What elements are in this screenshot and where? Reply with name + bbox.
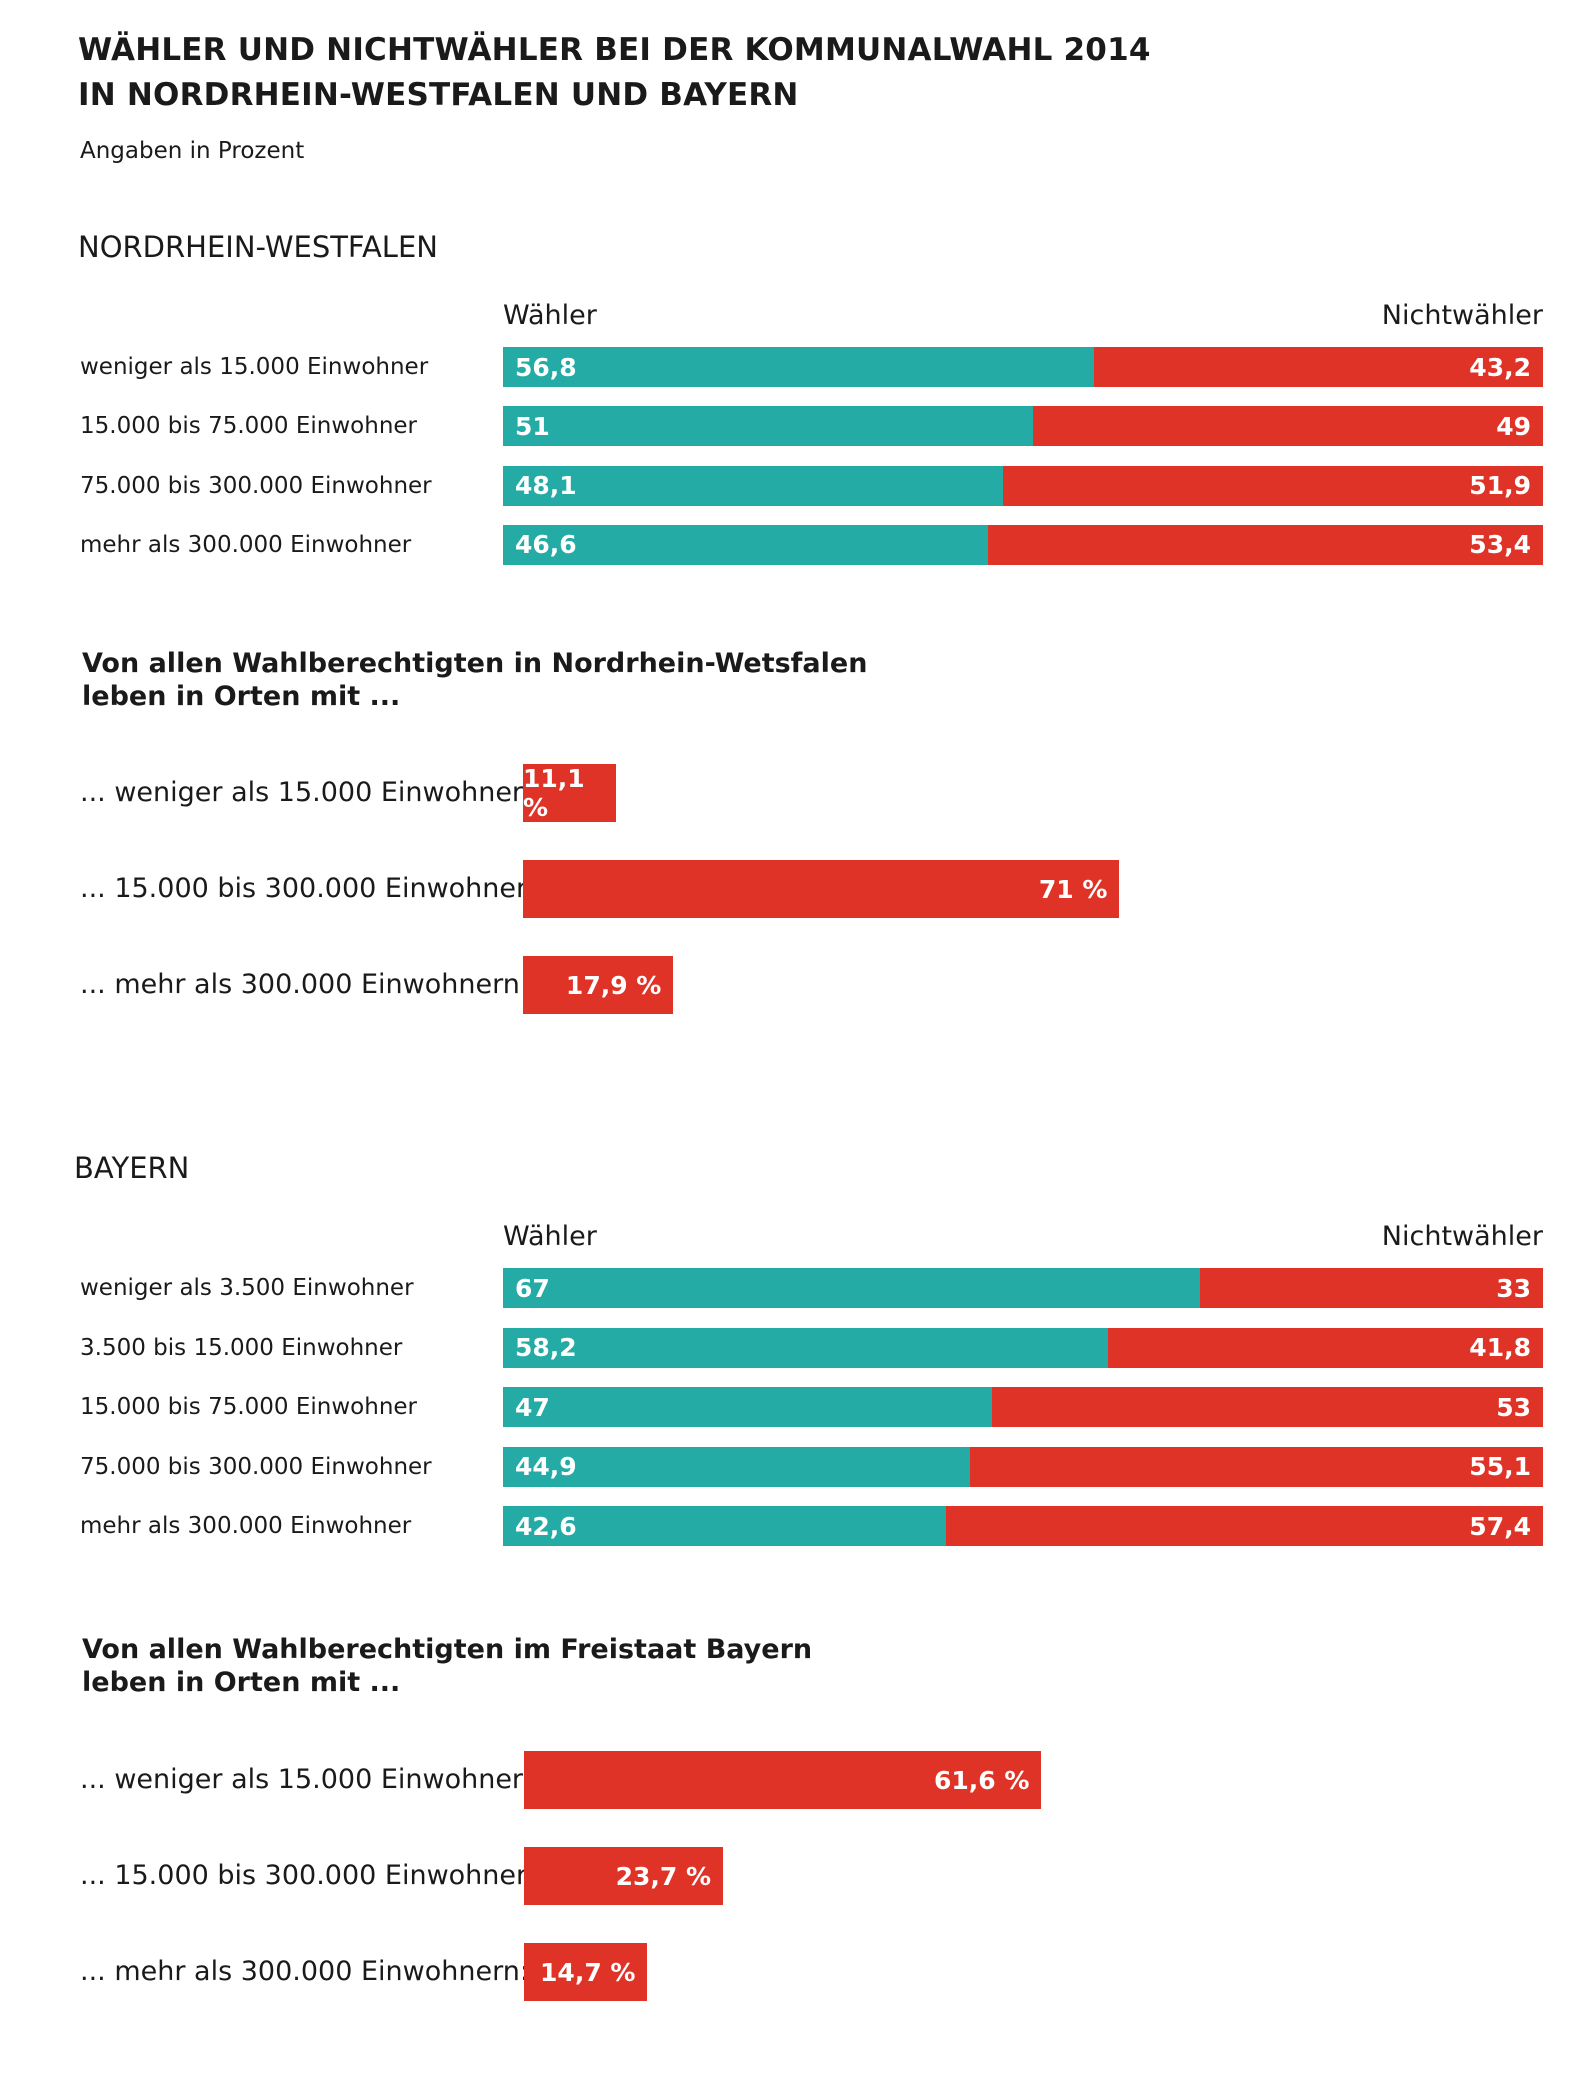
bayern-share-label: ... 15.000 bis 300.000 Einwohnern: — [80, 1860, 553, 1891]
bayern-nichtwaehler-segment: 55,1 — [969, 1446, 1543, 1487]
column-header-waehler-nrw: Wähler — [503, 300, 597, 331]
bayern-waehler-segment: 67 — [503, 1268, 1200, 1308]
bayern-waehler-value-label: 42,6 — [515, 1511, 577, 1541]
nrw-share-bar: 17,9 % — [523, 956, 674, 1014]
bayern-nichtwaehler-value-label: 41,8 — [1469, 1333, 1531, 1362]
bayern-nichtwaehler-value-label: 57,4 — [1469, 1511, 1531, 1541]
nrw-share-value-label: 71 % — [1038, 874, 1108, 904]
share-heading-nrw-line-1: Von allen Wahlberechtigten in Nordrhein-… — [82, 648, 868, 679]
nrw-row-label: weniger als 15.000 Einwohner — [80, 354, 429, 380]
nrw-waehler-value-label: 48,1 — [515, 471, 577, 501]
nrw-waehler-segment: 56,8 — [503, 347, 1094, 387]
chart-subtitle: Angaben in Prozent — [80, 138, 305, 164]
bayern-nichtwaehler-segment: 57,4 — [946, 1506, 1543, 1546]
nrw-share-bar: 71 % — [523, 860, 1120, 918]
column-header-waehler-bayern: Wähler — [503, 1221, 597, 1252]
nrw-nichtwaehler-segment: 43,2 — [1093, 347, 1543, 387]
bayern-nichtwaehler-value-label: 33 — [1496, 1273, 1531, 1303]
share-heading-nrw: Von allen Wahlberechtigten in Nordrhein-… — [82, 647, 867, 713]
nrw-waehler-value-label: 46,6 — [515, 530, 577, 560]
bayern-waehler-value-label: 67 — [515, 1273, 550, 1303]
nrw-row-label: 15.000 bis 75.000 Einwohner — [80, 413, 418, 440]
section-title-nrw: NORDRHEIN-WESTFALEN — [78, 230, 438, 264]
nrw-nichtwaehler-segment: 49 — [1033, 406, 1543, 447]
share-heading-bayern-line-2: leben in Orten mit ... — [82, 1667, 401, 1698]
section-title-bayern: BAYERN — [74, 1151, 190, 1185]
nrw-nichtwaehler-value-label: 51,9 — [1469, 471, 1531, 501]
bayern-waehler-segment: 42,6 — [503, 1506, 947, 1546]
bayern-nichtwaehler-segment: 41,8 — [1108, 1327, 1543, 1368]
share-heading-nrw-line-2: leben in Orten mit ... — [82, 681, 401, 712]
nrw-stacked-bar: 46,6 53,4 — [503, 524, 1543, 565]
bayern-waehler-value-label: 47 — [515, 1392, 550, 1422]
bayern-row-label: mehr als 300.000 Einwohner — [80, 1513, 412, 1539]
nrw-waehler-value-label: 56,8 — [515, 352, 577, 382]
bayern-stacked-bar: 58,2 41,8 — [503, 1327, 1543, 1368]
bayern-share-label: ... mehr als 300.000 Einwohnern: — [80, 1956, 529, 1987]
nrw-share-bar: 11,1 % — [523, 764, 617, 822]
nrw-waehler-segment: 51 — [503, 406, 1034, 447]
nrw-share-label: ... mehr als 300.000 Einwohnern: — [80, 969, 529, 1000]
nrw-waehler-value-label: 51 — [515, 411, 550, 441]
bayern-waehler-segment: 47 — [503, 1387, 992, 1427]
chart-title: WÄHLER UND NICHTWÄHLER BEI DER KOMMUNALW… — [78, 28, 1151, 118]
nrw-stacked-bar: 48,1 51,9 — [503, 465, 1543, 506]
bayern-waehler-value-label: 44,9 — [515, 1452, 577, 1481]
bayern-nichtwaehler-value-label: 53 — [1496, 1392, 1531, 1422]
bayern-stacked-bar: 47 53 — [503, 1387, 1543, 1427]
bayern-waehler-segment: 58,2 — [503, 1327, 1109, 1368]
bayern-stacked-bar: 42,6 57,4 — [503, 1506, 1543, 1546]
nrw-waehler-segment: 46,6 — [503, 524, 988, 565]
nrw-row-label: 75.000 bis 300.000 Einwohner — [80, 472, 432, 499]
bayern-share-bar: 23,7 % — [524, 1847, 724, 1905]
chart-title-line-1: WÄHLER UND NICHTWÄHLER BEI DER KOMMUNALW… — [78, 32, 1151, 68]
bayern-row-label: 75.000 bis 300.000 Einwohner — [80, 1453, 432, 1480]
bayern-share-bar: 61,6 % — [524, 1751, 1042, 1809]
nrw-row-label: mehr als 300.000 Einwohner — [80, 531, 412, 558]
nrw-share-value-label: 17,9 % — [565, 970, 662, 1000]
share-heading-bayern: Von allen Wahlberechtigten im Freistaat … — [82, 1633, 812, 1699]
nrw-nichtwaehler-segment: 51,9 — [1003, 465, 1543, 506]
bayern-share-value-label: 23,7 % — [615, 1861, 712, 1891]
bayern-share-value-label: 14,7 % — [540, 1957, 636, 1987]
column-header-nichtwaehler-nrw: Nichtwähler — [1381, 300, 1543, 331]
nrw-share-label: ... 15.000 bis 300.000 Einwohnern: — [80, 873, 553, 904]
share-heading-bayern-line-1: Von allen Wahlberechtigten im Freistaat … — [82, 1634, 813, 1665]
nrw-stacked-bar: 51 49 — [503, 406, 1543, 447]
nrw-nichtwaehler-value-label: 43,2 — [1469, 352, 1531, 382]
nrw-share-label: ... weniger als 15.000 Einwohnern: — [80, 777, 549, 808]
bayern-waehler-segment: 44,9 — [503, 1446, 970, 1487]
bayern-share-bar: 14,7 % — [524, 1943, 648, 2001]
bayern-nichtwaehler-value-label: 55,1 — [1469, 1452, 1531, 1481]
bayern-share-value-label: 61,6 % — [934, 1765, 1030, 1795]
bayern-share-label: ... weniger als 15.000 Einwohnern: — [80, 1764, 549, 1795]
bayern-row-label: weniger als 3.500 Einwohner — [80, 1275, 414, 1301]
nrw-nichtwaehler-value-label: 53,4 — [1469, 530, 1531, 560]
chart-title-line-2: IN NORDRHEIN-WESTFALEN UND BAYERN — [78, 77, 799, 113]
bayern-nichtwaehler-segment: 33 — [1199, 1268, 1543, 1308]
nrw-nichtwaehler-value-label: 49 — [1496, 411, 1531, 441]
nrw-share-value-label: 11,1 % — [523, 764, 585, 822]
bayern-waehler-value-label: 58,2 — [515, 1333, 577, 1362]
bayern-stacked-bar: 67 33 — [503, 1268, 1543, 1308]
bayern-row-label: 3.500 bis 15.000 Einwohner — [80, 1334, 403, 1361]
nrw-stacked-bar: 56,8 43,2 — [503, 347, 1543, 387]
bayern-nichtwaehler-segment: 53 — [991, 1387, 1543, 1427]
bayern-row-label: 15.000 bis 75.000 Einwohner — [80, 1394, 418, 1420]
nrw-nichtwaehler-segment: 53,4 — [987, 524, 1543, 565]
column-header-nichtwaehler-bayern: Nichtwähler — [1381, 1221, 1543, 1252]
nrw-waehler-segment: 48,1 — [503, 465, 1004, 506]
bayern-stacked-bar: 44,9 55,1 — [503, 1446, 1543, 1487]
